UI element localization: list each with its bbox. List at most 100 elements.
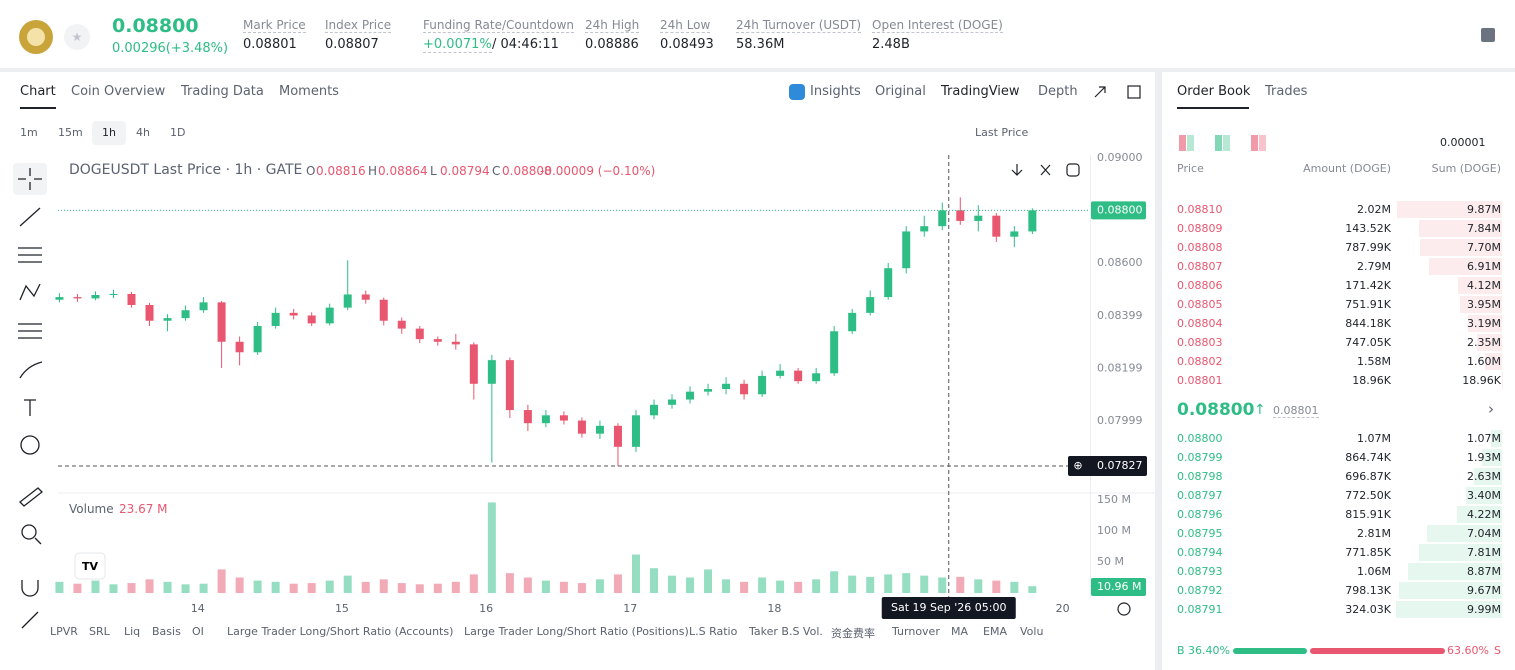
indicator-tab[interactable]: Volu xyxy=(1020,625,1044,638)
ob-col: Amount (DOGE) xyxy=(1303,162,1391,175)
depth-bar xyxy=(1396,601,1502,618)
volume-bar xyxy=(55,581,64,593)
ob-price: 0.08797 xyxy=(1177,489,1223,502)
tab[interactable]: Chart xyxy=(20,84,56,99)
candle-body xyxy=(902,231,911,269)
ob-amount: 864.74K xyxy=(1345,451,1391,464)
ob-sum: 7.70M xyxy=(1467,241,1501,254)
ob-sum: 18.96K xyxy=(1462,374,1501,387)
candle-body xyxy=(55,297,64,300)
tab[interactable]: Coin Overview xyxy=(71,84,166,99)
volume-bar xyxy=(902,573,911,593)
indicator-tab[interactable]: SRL xyxy=(89,625,110,638)
volume-bar xyxy=(577,583,586,593)
indicator-tab[interactable]: Large Trader Long/Short Ratio (Accounts) xyxy=(227,625,454,638)
volume-bar xyxy=(1010,581,1019,593)
candle-body xyxy=(91,295,100,299)
ob-price: 0.08792 xyxy=(1177,584,1223,597)
candle-body xyxy=(649,404,658,416)
indicator-tab[interactable]: Large Trader Long/Short Ratio (Positions… xyxy=(464,625,689,638)
candle-body xyxy=(1028,210,1037,232)
tab[interactable]: Moments xyxy=(279,84,339,99)
interval[interactable]: 1D xyxy=(170,126,186,139)
ob-amount: 324.03K xyxy=(1345,603,1391,616)
candle-body xyxy=(722,383,731,390)
ob-layout[interactable] xyxy=(1215,135,1222,151)
candle-body xyxy=(830,331,839,374)
ob-tab[interactable]: Order Book xyxy=(1177,84,1251,99)
volume-bar xyxy=(595,579,604,593)
x-tick-label: 18 xyxy=(767,602,781,615)
ob-last: 0.08800 xyxy=(1177,400,1255,420)
ob-amount: 2.79M xyxy=(1357,260,1391,273)
ob-amount: 772.50K xyxy=(1345,489,1391,502)
view-tab[interactable]: Original xyxy=(875,84,926,99)
x-tick-label: 20 xyxy=(1056,602,1070,615)
indicator-tab[interactable]: 资金费率 xyxy=(831,627,875,640)
depth-bar xyxy=(1465,487,1502,504)
candle-body xyxy=(163,318,172,321)
candle-body xyxy=(523,410,532,424)
ob-precision[interactable]: 0.00001 xyxy=(1440,136,1486,149)
depth-bar xyxy=(1458,277,1502,294)
candle-body xyxy=(704,389,713,392)
candle-body xyxy=(379,299,388,321)
volume-bar xyxy=(235,577,244,593)
indicator-tab[interactable]: Taker B.S Vol. xyxy=(749,625,823,638)
volume-bar xyxy=(469,574,478,593)
depth-bar xyxy=(1419,544,1502,561)
stat-label: Index Price xyxy=(325,18,392,33)
view-tab[interactable]: TradingView xyxy=(941,84,1020,99)
candle-body xyxy=(307,315,316,324)
indicator-tab[interactable]: Basis xyxy=(152,625,181,638)
buy-bar xyxy=(1233,648,1308,654)
candle-body xyxy=(686,391,695,400)
menu-icon[interactable] xyxy=(1481,28,1495,42)
ob-price: 0.08800 xyxy=(1177,432,1223,445)
indicator-tab[interactable]: L.S Ratio xyxy=(689,625,738,638)
ob-price: 0.08810 xyxy=(1177,203,1223,216)
ob-amount: 798.13K xyxy=(1345,584,1391,597)
ob-layout[interactable] xyxy=(1179,135,1186,151)
volume-bar xyxy=(866,576,875,593)
price-source[interactable]: Last Price xyxy=(975,126,1029,139)
stat-label: 24h Low xyxy=(660,18,711,33)
top-bar xyxy=(0,0,1515,68)
interval[interactable]: 1h xyxy=(102,126,116,139)
ob-tab[interactable]: Trades xyxy=(1265,84,1308,99)
volume-bar xyxy=(361,581,370,593)
interval[interactable]: 1m xyxy=(20,126,38,139)
volume-bar xyxy=(956,576,965,593)
volume-bar xyxy=(307,583,316,593)
indicator-tab[interactable]: Liq xyxy=(124,625,141,638)
ob-more[interactable]: › xyxy=(1488,400,1494,418)
x-tick-label: 15 xyxy=(335,602,349,615)
volume-bar xyxy=(704,569,713,593)
indicator-tab[interactable]: OI xyxy=(192,625,204,638)
interval[interactable]: 4h xyxy=(136,126,150,139)
tab[interactable]: Trading Data xyxy=(181,84,264,99)
indicator-tab[interactable]: LPVR xyxy=(50,625,78,638)
indicator-tab[interactable]: Turnover xyxy=(892,625,940,638)
ob-tab-underline xyxy=(1177,107,1249,109)
ob-sum: 1.93M xyxy=(1467,451,1501,464)
candle-body xyxy=(325,307,334,324)
favorite[interactable]: ★ xyxy=(64,24,90,50)
ob-price: 0.08794 xyxy=(1177,546,1223,559)
view-tab[interactable]: Insights xyxy=(810,84,861,99)
candle-body xyxy=(73,297,82,299)
view-tab[interactable]: Depth xyxy=(1038,84,1078,99)
depth-bar xyxy=(1399,582,1502,599)
indicator-tab[interactable]: EMA xyxy=(983,625,1007,638)
candle-body xyxy=(181,310,190,319)
ob-layout[interactable] xyxy=(1251,135,1258,151)
volume-bar xyxy=(181,584,190,593)
ob-price: 0.08808 xyxy=(1177,241,1223,254)
indicator-tab[interactable]: MA xyxy=(951,625,969,638)
interval[interactable]: 15m xyxy=(58,126,83,139)
legend-key: O xyxy=(306,164,316,178)
volume-bar xyxy=(289,583,298,593)
volume-bar xyxy=(217,569,226,593)
ob-price: 0.08795 xyxy=(1177,527,1223,540)
insights-icon xyxy=(789,84,805,100)
